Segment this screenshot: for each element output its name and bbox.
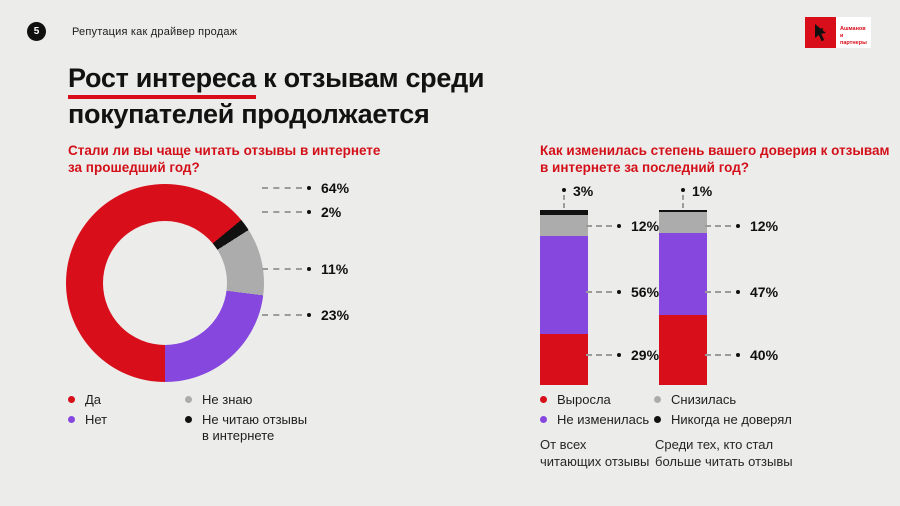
legend-label: Выросла xyxy=(557,392,611,407)
donut-label-11: 11% xyxy=(262,261,349,277)
donut-label-64: 64% xyxy=(262,180,350,196)
legend-dot xyxy=(68,396,75,403)
bar0-label-gray: 12% xyxy=(586,218,660,234)
leader-line xyxy=(586,354,612,356)
legend-item: Не читаю отзывы в интернете xyxy=(185,412,307,444)
leader-dot xyxy=(736,290,740,294)
leader-dot xyxy=(617,290,621,294)
stacked-bar-all-readers xyxy=(540,210,588,385)
legend-label: Не читаю отзывы в интернете xyxy=(202,412,308,443)
leader-line xyxy=(262,211,302,213)
leader-line xyxy=(262,314,302,316)
title-underlined-phrase: Рост интереса xyxy=(68,63,256,99)
leader-line xyxy=(262,187,302,189)
pct-label: 12% xyxy=(750,218,779,234)
logo-text: Ашманов и партнеры xyxy=(836,17,871,48)
leader-dot xyxy=(307,313,311,317)
leader-line xyxy=(705,291,731,293)
leader-dot xyxy=(617,224,621,228)
legend-dot xyxy=(540,416,547,423)
legend-dot xyxy=(654,416,661,423)
legend-item: Нет xyxy=(68,412,185,444)
pct-label: 47% xyxy=(750,284,779,300)
donut-chart xyxy=(66,184,264,382)
leader-dot xyxy=(307,210,311,214)
bar-segment xyxy=(659,211,707,233)
pct-label: 2% xyxy=(321,204,342,220)
leader-line xyxy=(586,291,612,293)
bar-legend: Выросла Снизилась Не изменилась Никогда … xyxy=(540,392,792,428)
bar-segment xyxy=(659,232,707,315)
leader-dot xyxy=(681,188,685,192)
legend-label: Не изменилась xyxy=(557,412,650,427)
legend-dot xyxy=(185,416,192,423)
leader-line xyxy=(705,225,731,227)
pct-label: 40% xyxy=(750,347,779,363)
pct-label: 23% xyxy=(321,307,350,323)
header-title: Репутация как драйвер продаж xyxy=(72,26,238,38)
legend-dot xyxy=(68,416,75,423)
pct-label: 64% xyxy=(321,180,350,196)
pct-label: 56% xyxy=(631,284,660,300)
legend-item: Не знаю xyxy=(185,392,307,408)
bar1-label-gray: 12% xyxy=(705,218,779,234)
donut-chart-question: Стали ли вы чаще читать отзывы в интерне… xyxy=(68,143,381,175)
leader-dot xyxy=(736,224,740,228)
leader-dot xyxy=(562,188,566,192)
bar1-label-red: 40% xyxy=(705,347,779,363)
legend-label: Снизилась xyxy=(671,392,737,407)
bar-segment xyxy=(659,315,707,385)
title-rest: к отзывам среди xyxy=(255,63,485,93)
logo-cursor-icon xyxy=(805,17,836,48)
legend-item: Никогда не доверял xyxy=(654,412,792,428)
pct-label: 1% xyxy=(692,183,713,199)
bar-segment xyxy=(540,334,588,385)
legend-item: Не изменилась xyxy=(540,412,654,428)
leader-line xyxy=(262,268,302,270)
bar0-label-red: 29% xyxy=(586,347,660,363)
bar1-caption: Среди тех, кто стал больше читать отзывы xyxy=(655,437,793,469)
leader-dot xyxy=(617,353,621,357)
leader-line xyxy=(586,225,612,227)
pct-label: 3% xyxy=(573,183,594,199)
slide-number-badge: 5 xyxy=(27,22,46,41)
donut-legend: Да Не знаю Нет Не читаю отзывы в интерне… xyxy=(68,392,307,444)
page-title: Рост интереса к отзывам среди покупателей… xyxy=(68,63,485,130)
bar-segment xyxy=(540,210,588,216)
legend-dot xyxy=(185,396,192,403)
legend-item: Да xyxy=(68,392,185,408)
bar-segment xyxy=(659,210,707,212)
bar-segment xyxy=(540,215,588,237)
bar1-label-purple: 47% xyxy=(705,284,779,300)
pct-label: 12% xyxy=(631,218,660,234)
company-logo: Ашманов и партнеры xyxy=(805,17,871,48)
bar0-caption: От всех читающих отзывы xyxy=(540,437,650,469)
legend-dot xyxy=(654,396,661,403)
leader-dot xyxy=(736,353,740,357)
legend-label: Никогда не доверял xyxy=(671,412,792,427)
leader-dot xyxy=(307,186,311,190)
legend-label: Да xyxy=(85,392,102,407)
title-line2: покупателей продолжается xyxy=(68,99,430,129)
legend-item: Снизилась xyxy=(654,392,792,408)
leader-line xyxy=(705,354,731,356)
pct-label: 29% xyxy=(631,347,660,363)
bar-chart-question: Как изменилась степень вашего доверия к … xyxy=(540,143,890,175)
donut-label-2: 2% xyxy=(262,204,342,220)
donut-label-23: 23% xyxy=(262,307,350,323)
legend-item: Выросла xyxy=(540,392,654,408)
legend-label: Нет xyxy=(85,412,108,427)
leader-line xyxy=(563,195,565,208)
legend-label: Не знаю xyxy=(202,392,253,407)
pct-label: 11% xyxy=(321,261,349,277)
stacked-bar-more-readers xyxy=(659,210,707,385)
leader-dot xyxy=(307,267,311,271)
bar-segment xyxy=(540,236,588,335)
leader-line xyxy=(682,195,684,208)
bar0-label-purple: 56% xyxy=(586,284,660,300)
legend-dot xyxy=(540,396,547,403)
